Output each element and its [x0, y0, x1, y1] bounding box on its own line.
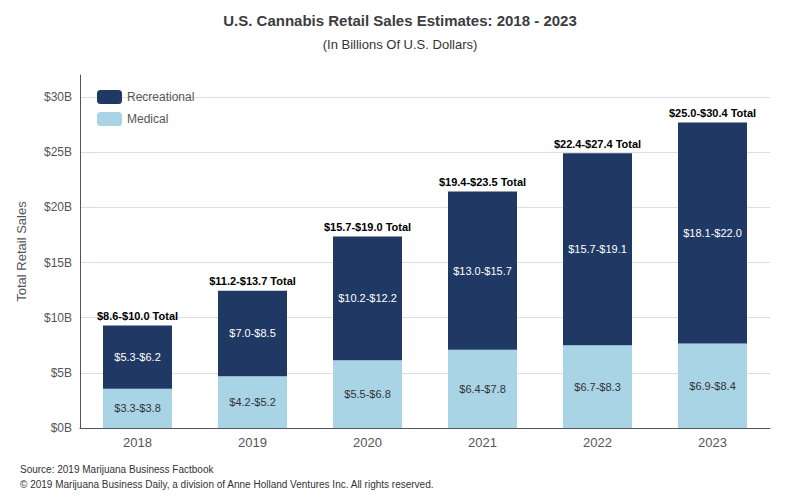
svg-text:$6.4-$7.8: $6.4-$7.8 — [459, 383, 505, 395]
svg-text:$18.1-$22.0: $18.1-$22.0 — [683, 227, 742, 239]
svg-text:$25.0-$30.4 Total: $25.0-$30.4 Total — [669, 107, 756, 119]
svg-text:$13.0-$15.7: $13.0-$15.7 — [453, 265, 512, 277]
svg-text:$7.0-$8.5: $7.0-$8.5 — [229, 327, 275, 339]
svg-text:2019: 2019 — [238, 435, 267, 450]
svg-text:$0B: $0B — [51, 421, 72, 435]
svg-text:Total Retail Sales: Total Retail Sales — [14, 201, 29, 302]
svg-text:$10B: $10B — [44, 311, 72, 325]
svg-text:$22.4-$27.4 Total: $22.4-$27.4 Total — [554, 138, 641, 150]
svg-text:2021: 2021 — [468, 435, 497, 450]
svg-text:$19.4-$23.5 Total: $19.4-$23.5 Total — [439, 176, 526, 188]
svg-text:$25B: $25B — [44, 145, 72, 159]
svg-text:$3.3-$3.8: $3.3-$3.8 — [114, 402, 160, 414]
svg-text:$20B: $20B — [44, 200, 72, 214]
svg-text:$15B: $15B — [44, 256, 72, 270]
svg-text:$30B: $30B — [44, 90, 72, 104]
svg-text:$10.2-$12.2: $10.2-$12.2 — [338, 292, 397, 304]
svg-text:$4.2-$5.2: $4.2-$5.2 — [229, 396, 275, 408]
svg-text:$11.2-$13.7 Total: $11.2-$13.7 Total — [209, 275, 296, 287]
svg-text:Medical: Medical — [127, 112, 168, 126]
svg-text:$6.7-$8.3: $6.7-$8.3 — [574, 381, 620, 393]
svg-text:© 2019 Marijuana Business Dail: © 2019 Marijuana Business Daily, a divis… — [20, 479, 434, 490]
svg-text:Recreational: Recreational — [127, 90, 194, 104]
svg-text:$15.7-$19.1: $15.7-$19.1 — [568, 243, 627, 255]
svg-text:2020: 2020 — [353, 435, 382, 450]
svg-text:2018: 2018 — [123, 435, 152, 450]
svg-text:U.S. Cannabis Retail Sales Est: U.S. Cannabis Retail Sales Estimates: 20… — [223, 12, 577, 29]
svg-text:$5.5-$6.8: $5.5-$6.8 — [344, 388, 390, 400]
svg-text:2023: 2023 — [698, 435, 727, 450]
svg-text:$15.7-$19.0 Total: $15.7-$19.0 Total — [324, 221, 411, 233]
svg-text:Source: 2019 Marijuana Busines: Source: 2019 Marijuana Business Factbook — [20, 464, 214, 475]
svg-text:$5.3-$6.2: $5.3-$6.2 — [114, 351, 160, 363]
svg-text:2022: 2022 — [583, 435, 612, 450]
svg-text:$5B: $5B — [51, 366, 72, 380]
svg-text:$8.6-$10.0 Total: $8.6-$10.0 Total — [97, 310, 178, 322]
svg-text:$6.9-$8.4: $6.9-$8.4 — [689, 380, 735, 392]
svg-text:(In Billions Of U.S. Dollars): (In Billions Of U.S. Dollars) — [323, 37, 478, 52]
